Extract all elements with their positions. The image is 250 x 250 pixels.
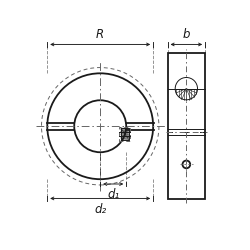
Text: d₂: d₂ <box>94 203 106 216</box>
Text: R: R <box>96 28 104 41</box>
Text: b: b <box>182 28 190 41</box>
Text: d₁: d₁ <box>107 188 119 201</box>
